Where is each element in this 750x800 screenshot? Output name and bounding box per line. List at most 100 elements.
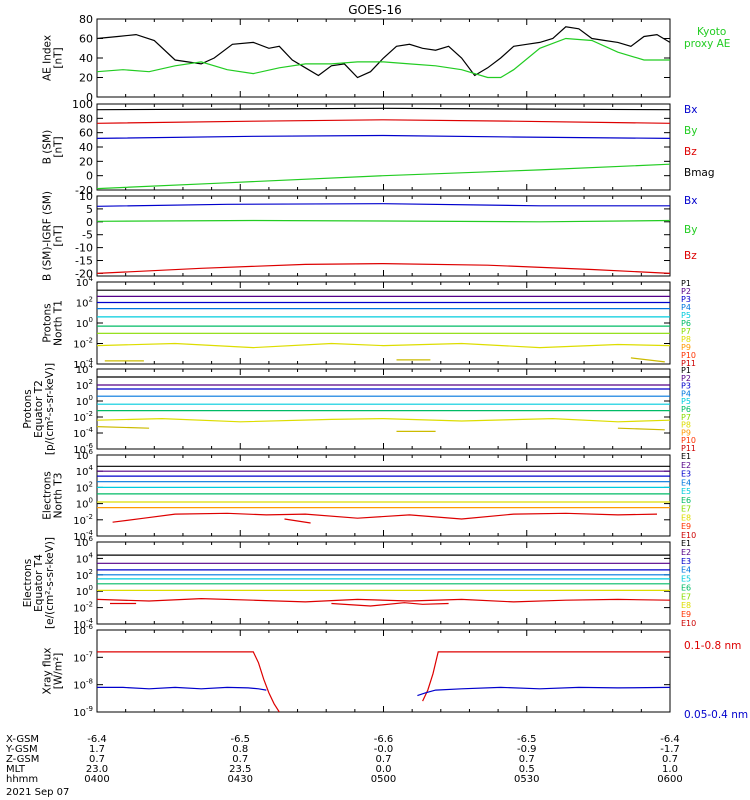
y-tick-label: 102 — [76, 296, 93, 310]
legend-item: P9 — [681, 428, 691, 437]
y-tick-label: 40 — [79, 52, 93, 65]
y-tick-label: 100 — [76, 316, 93, 330]
legend-item: 0.05-0.4 nm — [684, 709, 748, 721]
y-axis-label: Protons — [22, 389, 34, 428]
orbit-value: -6.4 — [87, 734, 107, 745]
orbit-value: -6.4 — [660, 734, 680, 745]
orbit-value: 0.7 — [662, 754, 678, 765]
orbit-row-label: Z-GSM — [6, 754, 39, 765]
legend-item: E6 — [681, 583, 691, 592]
y-tick-label: 100 — [76, 497, 93, 511]
legend-item: P11 — [681, 444, 696, 453]
legend-item: P11 — [681, 359, 696, 368]
legend-item: E1 — [681, 539, 691, 548]
legend: Bx By Bz — [684, 195, 697, 262]
series-line-p11 — [630, 357, 665, 363]
panel-frame — [96, 281, 671, 365]
legend-item: E8 — [681, 601, 691, 610]
y-axis-label: North T3 — [53, 473, 65, 519]
series-line-themis-ae — [97, 26, 670, 79]
y-tick-label: 106 — [76, 535, 94, 549]
legend-item: P1 — [681, 366, 691, 375]
legend-item: E3 — [681, 470, 691, 479]
y-axis-label: North T1 — [53, 300, 65, 346]
legend-item: 0.1-0.8 nm — [684, 640, 741, 652]
legend-item: E4 — [681, 566, 691, 575]
legend-item: P9 — [681, 343, 691, 352]
y-tick-label: -20 — [75, 267, 93, 280]
orbit-value: 1.7 — [89, 744, 105, 755]
legend-item: E6 — [681, 496, 691, 505]
series-line-bx — [97, 134, 670, 139]
y-axis-label: [nT] — [53, 47, 65, 68]
legend-item: P2 — [681, 287, 691, 296]
series-line-e10 — [284, 518, 311, 524]
series-line-bx — [97, 203, 670, 207]
y-tick-label: 102 — [76, 568, 93, 582]
orbit-value: -1.7 — [660, 744, 680, 755]
y-tick-label: -10 — [75, 242, 93, 255]
y-tick-label: 104 — [76, 464, 94, 478]
date-label: 2021 Sep 07 — [6, 787, 69, 798]
series-line-p8 — [97, 342, 670, 349]
y-axis-label: Xray flux — [42, 648, 54, 695]
y-axis-label: [e/(cm²-s-sr-keV)] — [44, 537, 56, 629]
orbit-value: 0500 — [371, 774, 396, 785]
orbit-row-label: X-GSM — [6, 734, 39, 745]
orbit-value: 0.7 — [519, 754, 535, 765]
legend-item: P7 — [681, 413, 691, 422]
panel-8: 10-9 10-8 10-7 10-6 Xray flux [W/m²] 0.1-0.8 n… — [42, 623, 749, 721]
y-tick-label: -20 — [75, 184, 93, 197]
orbit-value: 0530 — [514, 774, 539, 785]
y-tick-label: 104 — [76, 275, 94, 289]
y-tick-label: 0 — [86, 216, 93, 229]
series-line-p10 — [617, 427, 665, 431]
y-tick-label: 10-2 — [73, 410, 93, 424]
legend-item: E9 — [681, 522, 691, 531]
series-line-p7 — [97, 417, 670, 423]
legend-item: P10 — [681, 351, 696, 360]
figure-title: GOES-16 — [348, 3, 402, 17]
legend-item: E3 — [681, 557, 691, 566]
y-tick-label: 10-8 — [73, 678, 93, 692]
legend-item: E2 — [681, 461, 691, 470]
legend-item: Themis AE — [683, 0, 739, 3]
y-tick-label: 10-6 — [73, 623, 93, 637]
legend-item: E7 — [681, 592, 691, 601]
y-tick-label: 20 — [79, 72, 93, 85]
legend-item: E8 — [681, 513, 691, 522]
orbit-value: 0.7 — [232, 754, 248, 765]
legend-item: proxy AE — [684, 38, 730, 50]
series-line-by — [97, 163, 670, 190]
legend-item: Bx — [684, 195, 697, 207]
y-tick-label: 60 — [79, 127, 93, 140]
orbit-value: 0.0 — [376, 764, 392, 775]
orbit-row-label: MLT — [6, 764, 26, 775]
legend-item: P2 — [681, 374, 691, 383]
y-tick-label: -5 — [82, 229, 93, 242]
legend-item: Bz — [684, 146, 697, 158]
orbit-value: 23.5 — [229, 764, 251, 775]
series-line-e10 — [331, 602, 449, 607]
y-tick-label: 106 — [76, 448, 94, 462]
y-tick-label: 100 — [72, 98, 93, 111]
legend: 0.1-0.8 nm 0.05-0.4 nm — [684, 640, 748, 721]
legend-item: Bx — [684, 104, 697, 116]
y-tick-label: 0 — [86, 91, 93, 104]
orbit-value: 0400 — [84, 774, 109, 785]
series-line-bz — [97, 119, 670, 124]
legend-item: P5 — [681, 311, 691, 320]
legend-item: P1 — [681, 279, 691, 288]
panel-frame — [96, 454, 671, 537]
orbit-value: 1.0 — [662, 764, 678, 775]
y-axis-label: Protons — [42, 303, 54, 342]
orbit-value: 0.5 — [519, 764, 535, 775]
legend-item: E7 — [681, 505, 691, 514]
legend-item: P8 — [681, 335, 691, 344]
